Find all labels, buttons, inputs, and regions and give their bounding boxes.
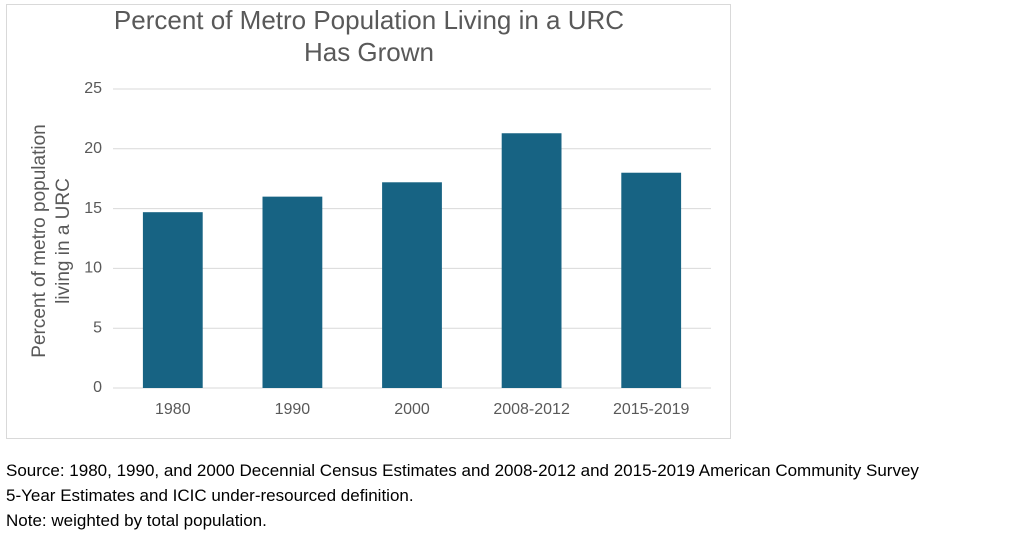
y-tick-label: 25 — [84, 80, 102, 97]
y-tick-label: 10 — [84, 260, 102, 277]
chart-title: Percent of Metro Population Living in a … — [114, 5, 624, 35]
y-axis-label: Percent of metro population living in a … — [29, 124, 74, 357]
y-tick-label: 5 — [93, 319, 102, 336]
x-tick-label: 1990 — [275, 401, 311, 418]
y-tick-label: 15 — [84, 200, 102, 217]
x-tick-label: 2008-2012 — [493, 401, 570, 418]
bar — [262, 196, 323, 388]
y-tick-label: 20 — [84, 140, 102, 157]
y-axis-label-line: Percent of metro population — [29, 124, 50, 357]
y-axis-label-line: living in a URC — [53, 178, 74, 304]
bar — [621, 172, 682, 388]
notes: Source: 1980, 1990, and 2000 Decennial C… — [6, 458, 926, 533]
x-tick-label: 2000 — [394, 401, 430, 418]
bar — [382, 182, 442, 388]
chart-title: Has Grown — [304, 37, 434, 67]
chart-frame — [6, 4, 731, 439]
bar — [501, 133, 562, 388]
chart: Percent of Metro Population Living in a … — [6, 4, 731, 439]
x-tick-label: 2015-2019 — [613, 401, 690, 418]
weight-note: Note: weighted by total population. — [6, 511, 267, 530]
x-tick-label: 1980 — [155, 401, 191, 418]
bar — [142, 212, 203, 388]
source-note: Source: 1980, 1990, and 2000 Decennial C… — [6, 461, 919, 505]
y-tick-label: 0 — [93, 379, 102, 396]
